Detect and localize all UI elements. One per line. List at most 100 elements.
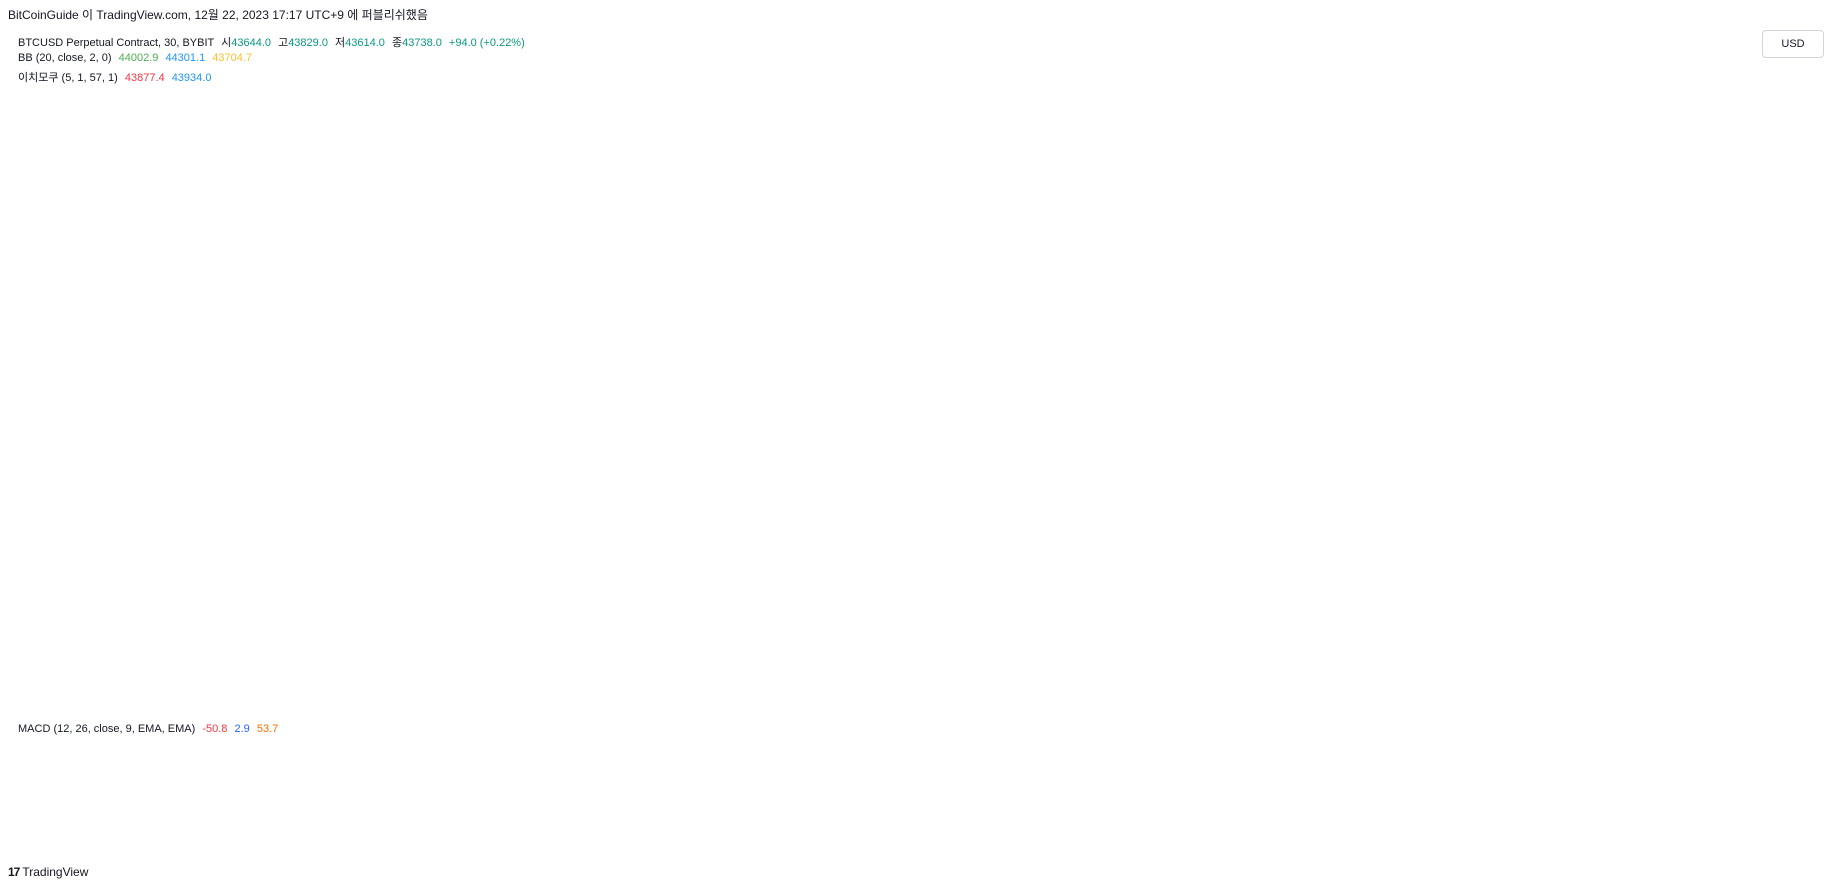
time-tick-label: 15:00 [734, 836, 762, 848]
time-tick-label: 12:00 [682, 836, 710, 848]
price-note-44583-box [989, 172, 1071, 198]
candle-body [331, 315, 338, 319]
macd-histogram-bar [321, 785, 331, 792]
smiley-face-eye-right [611, 231, 617, 237]
dizzy-face-icon[interactable] [668, 400, 716, 448]
time-tick-label: 09:00 [217, 836, 245, 848]
trendline-lightblue-low [8, 475, 1760, 517]
annotation-top-callout[interactable]: Top [793, 33, 875, 92]
price-tick-label: 42400.0 [1767, 572, 1807, 584]
candle-body [73, 347, 80, 369]
trendline-navy-top [8, 24, 1601, 189]
price-note-44583[interactable]: 44583.5 [979, 172, 1071, 212]
macd-histogram-bar [433, 791, 443, 820]
macd-histogram-bar [390, 780, 400, 792]
legend-low-label: 저 [335, 37, 346, 49]
gap-zone [950, 441, 1057, 457]
legend-symbol-row[interactable]: BTCUSD Perpetual Contract, 30, BYBIT 시43… [18, 34, 525, 50]
ichimoku-cloud-area [16, 278, 438, 372]
macd-histogram-bar [313, 785, 322, 792]
legend-macd-hist: -50.8 [202, 723, 228, 735]
publish-line: BitCoinGuide 이 TradingView.com, 12월 22, … [8, 8, 428, 22]
crosshair-time-box [883, 830, 1017, 852]
macd-histogram-bar [218, 778, 227, 792]
macd-histogram-bar [287, 783, 296, 792]
candle-body [391, 292, 399, 303]
time-tick-label: 03:00 [527, 836, 555, 848]
macd-histogram-bar [416, 791, 425, 802]
candle-body [400, 292, 407, 295]
macd-histogram-bar [175, 791, 184, 799]
macd-histogram-bar [132, 791, 141, 808]
price-note-43406-pointer [850, 398, 863, 410]
level-tag-label: 42353.0 [1769, 579, 1809, 591]
bollinger-bands [15, 269, 439, 432]
legend-macd-row[interactable]: MACD (12, 26, close, 9, EMA, EMA) -50.8 … [18, 723, 278, 735]
pointing-hand-icon-c[interactable] [1022, 270, 1052, 292]
bottom-callout-bubble [1106, 522, 1223, 584]
macd-histogram-bar [201, 784, 210, 792]
macd-histogram-bar [373, 779, 382, 792]
gap7-callout-bubble [818, 150, 915, 211]
trendline-red-mid [8, 222, 1760, 236]
price-note-41713-text: 41713.0 [1163, 658, 1214, 674]
trendline-green-mid [8, 310, 1513, 515]
macd-histogram-bar [123, 791, 133, 810]
annotation-bottom-callout[interactable]: Bottom [1106, 522, 1223, 584]
pointing-hand-icon-d[interactable] [766, 418, 792, 450]
candle-body [271, 328, 278, 337]
price-axis[interactable]: 45400.0 45200.0 45000.0 44800.0 44600.0 44400… [1760, 88, 1818, 799]
bottom-callout-text: Bottom [1137, 536, 1191, 555]
macd-histogram-bar [98, 791, 107, 806]
gap-label: Gap [952, 442, 975, 456]
macd-histogram-bar [296, 784, 305, 792]
price-note-41713[interactable]: 41713.0 [1135, 653, 1230, 697]
price-tick-label: 42200.0 [1767, 604, 1807, 616]
time-axis[interactable]: 22 03:00 06:00 09:00 12:00 15:00 18:00 21:00 23 0… [70, 836, 1071, 848]
smiley-face-eye-left [595, 231, 601, 237]
candle-body [124, 384, 132, 421]
footer-brand[interactable]: 17 TradingView [8, 865, 88, 879]
price-tick-label: 42600.0 [1767, 540, 1807, 552]
time-tick-label: 21:00 [424, 836, 452, 848]
us-flag-event-icon[interactable] [710, 690, 732, 712]
candle-body [55, 350, 63, 400]
candle-body [228, 320, 235, 325]
legend-close-value: 43738.0 [402, 37, 442, 49]
price-tick-label: 43000.0 [1767, 475, 1807, 487]
pointing-hand-icon-a[interactable] [636, 231, 662, 268]
time-tick-label: 06:00 [166, 836, 194, 848]
annotation-gap7-callout[interactable]: Gap7 [818, 150, 915, 211]
candle-body [202, 313, 209, 355]
pointing-hand-b-shape [938, 175, 964, 208]
candle-body [185, 358, 192, 363]
price-note-44213[interactable]: 44213.5 [721, 233, 814, 275]
legend-macd-signal: 53.7 [256, 723, 279, 735]
legend-bb-row[interactable]: BB (20, close, 2, 0) 44002.9 44301.1 437… [18, 52, 252, 64]
ichimoku-cloud [16, 278, 438, 372]
macd-histogram-bar [106, 791, 115, 808]
macd-histogram-bar [37, 789, 47, 792]
candle-body [279, 321, 287, 337]
trendline-orange-lower [8, 395, 1463, 716]
smiley-face-icon[interactable] [582, 216, 630, 264]
pointing-hand-icon-b[interactable] [938, 175, 964, 208]
price-note-43406[interactable]: 43406.5 [850, 369, 941, 410]
trendline-pink-diag-b [346, 243, 1036, 715]
smiley-face-mouth [593, 244, 619, 253]
macd-histogram-bar [141, 791, 150, 807]
time-tick-label: 18:00 [372, 836, 400, 848]
price-tick-label: 44000.0 [1767, 314, 1807, 326]
event-flash-icon[interactable] [552, 690, 574, 712]
candle-body [296, 297, 304, 334]
candle-body [357, 297, 364, 301]
currency-button[interactable]: USD [1762, 30, 1824, 58]
candle-body [434, 360, 442, 376]
macd-tick-label: 100.0 [1767, 733, 1795, 745]
legend-ichimoku-row[interactable]: 이치모쿠 (5, 1, 57, 1) 43877.4 43934.0 [18, 69, 211, 85]
time-tick-label: 06:00 [579, 836, 607, 848]
trendline-cyan-top [8, 107, 1760, 215]
candle-body [64, 347, 71, 400]
trendline-cyan-low [844, 657, 1760, 715]
